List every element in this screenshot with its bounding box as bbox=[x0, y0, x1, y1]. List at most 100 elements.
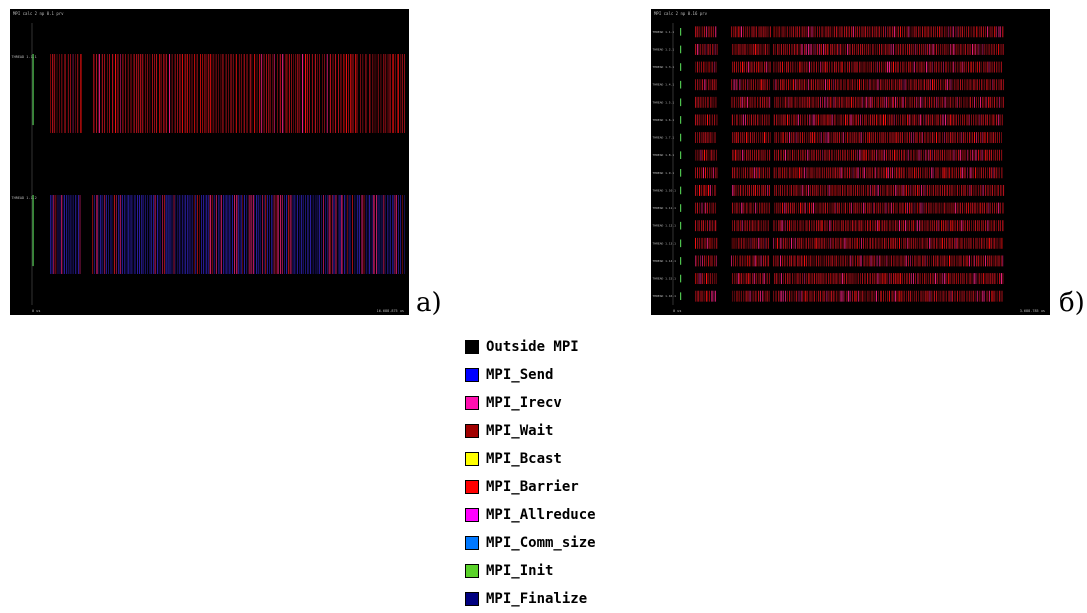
mpi-event bbox=[865, 203, 866, 214]
mpi-event bbox=[956, 150, 957, 161]
mpi-event bbox=[774, 150, 775, 161]
mpi-event bbox=[821, 238, 822, 249]
mpi-event bbox=[990, 273, 991, 284]
mpi-event bbox=[944, 255, 945, 266]
mpi-event bbox=[793, 255, 794, 266]
mpi-event bbox=[861, 97, 862, 108]
mpi-event bbox=[954, 255, 955, 266]
mpi-event bbox=[957, 238, 958, 249]
mpi-event bbox=[842, 185, 843, 196]
mpi-event bbox=[981, 114, 982, 125]
mpi-event bbox=[924, 273, 925, 284]
mpi-event bbox=[826, 167, 827, 178]
mpi-event bbox=[702, 79, 703, 90]
process-row[interactable]: THREAD 1.5.1 bbox=[653, 97, 1004, 108]
mpi-event bbox=[903, 220, 904, 231]
mpi-event bbox=[960, 62, 961, 73]
process-row[interactable]: THREAD 1.13.1 bbox=[653, 238, 1003, 249]
process-row[interactable]: THREAD 1.2.1 bbox=[653, 44, 1004, 55]
mpi-event bbox=[854, 238, 855, 249]
mpi-event bbox=[790, 150, 791, 161]
mpi-event bbox=[819, 203, 820, 214]
mpi-event bbox=[715, 291, 716, 302]
process-row[interactable]: THREAD 1.1.1 bbox=[653, 26, 1004, 37]
process-row[interactable]: THREAD 1.11.1 bbox=[653, 203, 1004, 214]
mpi-event bbox=[976, 97, 977, 108]
mpi-event bbox=[189, 195, 190, 274]
mpi-event bbox=[976, 132, 977, 143]
mpi-event bbox=[914, 255, 915, 266]
mpi-event bbox=[919, 44, 920, 55]
mpi-event bbox=[787, 44, 788, 55]
mpi-event bbox=[806, 132, 807, 143]
mpi-event bbox=[827, 44, 828, 55]
mpi-event bbox=[834, 185, 835, 196]
mpi-event bbox=[953, 203, 954, 214]
mpi-event bbox=[879, 220, 880, 231]
mpi-event bbox=[336, 195, 337, 274]
mpi-event bbox=[899, 150, 900, 161]
mpi-event bbox=[172, 54, 173, 133]
mpi-event bbox=[763, 255, 764, 266]
mpi-event bbox=[933, 203, 934, 214]
mpi-event bbox=[979, 203, 980, 214]
mpi-event bbox=[936, 238, 937, 249]
mpi-event bbox=[753, 185, 754, 196]
mpi-event bbox=[782, 255, 783, 266]
mpi-event bbox=[975, 114, 976, 125]
mpi-event bbox=[798, 114, 799, 125]
process-row[interactable]: THREAD 1.1.2 bbox=[12, 195, 405, 274]
mpi-event bbox=[96, 54, 97, 133]
mpi-event bbox=[744, 150, 745, 161]
mpi-event bbox=[806, 26, 807, 37]
mpi-event bbox=[773, 62, 774, 73]
process-row[interactable]: THREAD 1.12.1 bbox=[653, 220, 1004, 231]
process-row[interactable]: THREAD 1.4.1 bbox=[653, 79, 1004, 90]
mpi-event bbox=[755, 255, 756, 266]
mpi-event bbox=[756, 132, 757, 143]
mpi-event bbox=[305, 54, 306, 133]
mpi-event bbox=[392, 54, 393, 133]
mpi-event bbox=[970, 203, 971, 214]
mpi-event bbox=[755, 203, 756, 214]
mpi-event bbox=[792, 273, 793, 284]
mpi-event bbox=[901, 220, 902, 231]
mpi-event bbox=[865, 132, 866, 143]
process-row[interactable]: THREAD 1.3.1 bbox=[653, 62, 1002, 73]
mpi-event bbox=[916, 203, 917, 214]
process-row[interactable]: THREAD 1.7.1 bbox=[653, 132, 1002, 143]
mpi-event bbox=[768, 220, 769, 231]
mpi-event bbox=[940, 255, 941, 266]
mpi-event bbox=[919, 62, 920, 73]
mpi-event bbox=[835, 97, 836, 108]
mpi-event bbox=[844, 238, 845, 249]
mpi-event bbox=[960, 79, 961, 90]
mpi-event bbox=[796, 185, 797, 196]
process-row[interactable]: THREAD 1.8.1 bbox=[653, 150, 1003, 161]
mpi-event bbox=[785, 132, 786, 143]
mpi-event bbox=[810, 273, 811, 284]
mpi-event bbox=[960, 132, 961, 143]
process-row[interactable]: THREAD 1.15.1 bbox=[653, 273, 1004, 284]
process-row[interactable]: THREAD 1.1.1 bbox=[12, 54, 405, 133]
mpi-event bbox=[843, 220, 844, 231]
mpi-event bbox=[815, 97, 816, 108]
mpi-event bbox=[749, 114, 750, 125]
mpi-event bbox=[981, 167, 982, 178]
mpi-event bbox=[820, 97, 821, 108]
process-row[interactable]: THREAD 1.10.1 bbox=[653, 185, 1005, 196]
process-row[interactable]: THREAD 1.16.1 bbox=[653, 291, 1003, 302]
mpi-event bbox=[834, 255, 835, 266]
process-row[interactable]: THREAD 1.14.1 bbox=[653, 255, 1004, 266]
process-row[interactable]: THREAD 1.6.1 bbox=[653, 114, 1003, 125]
mpi-event bbox=[989, 44, 990, 55]
mpi-event bbox=[926, 62, 927, 73]
mpi-event bbox=[109, 54, 110, 133]
mpi-event bbox=[895, 79, 896, 90]
mpi-event bbox=[834, 97, 835, 108]
process-row[interactable]: THREAD 1.9.1 bbox=[653, 167, 1003, 178]
